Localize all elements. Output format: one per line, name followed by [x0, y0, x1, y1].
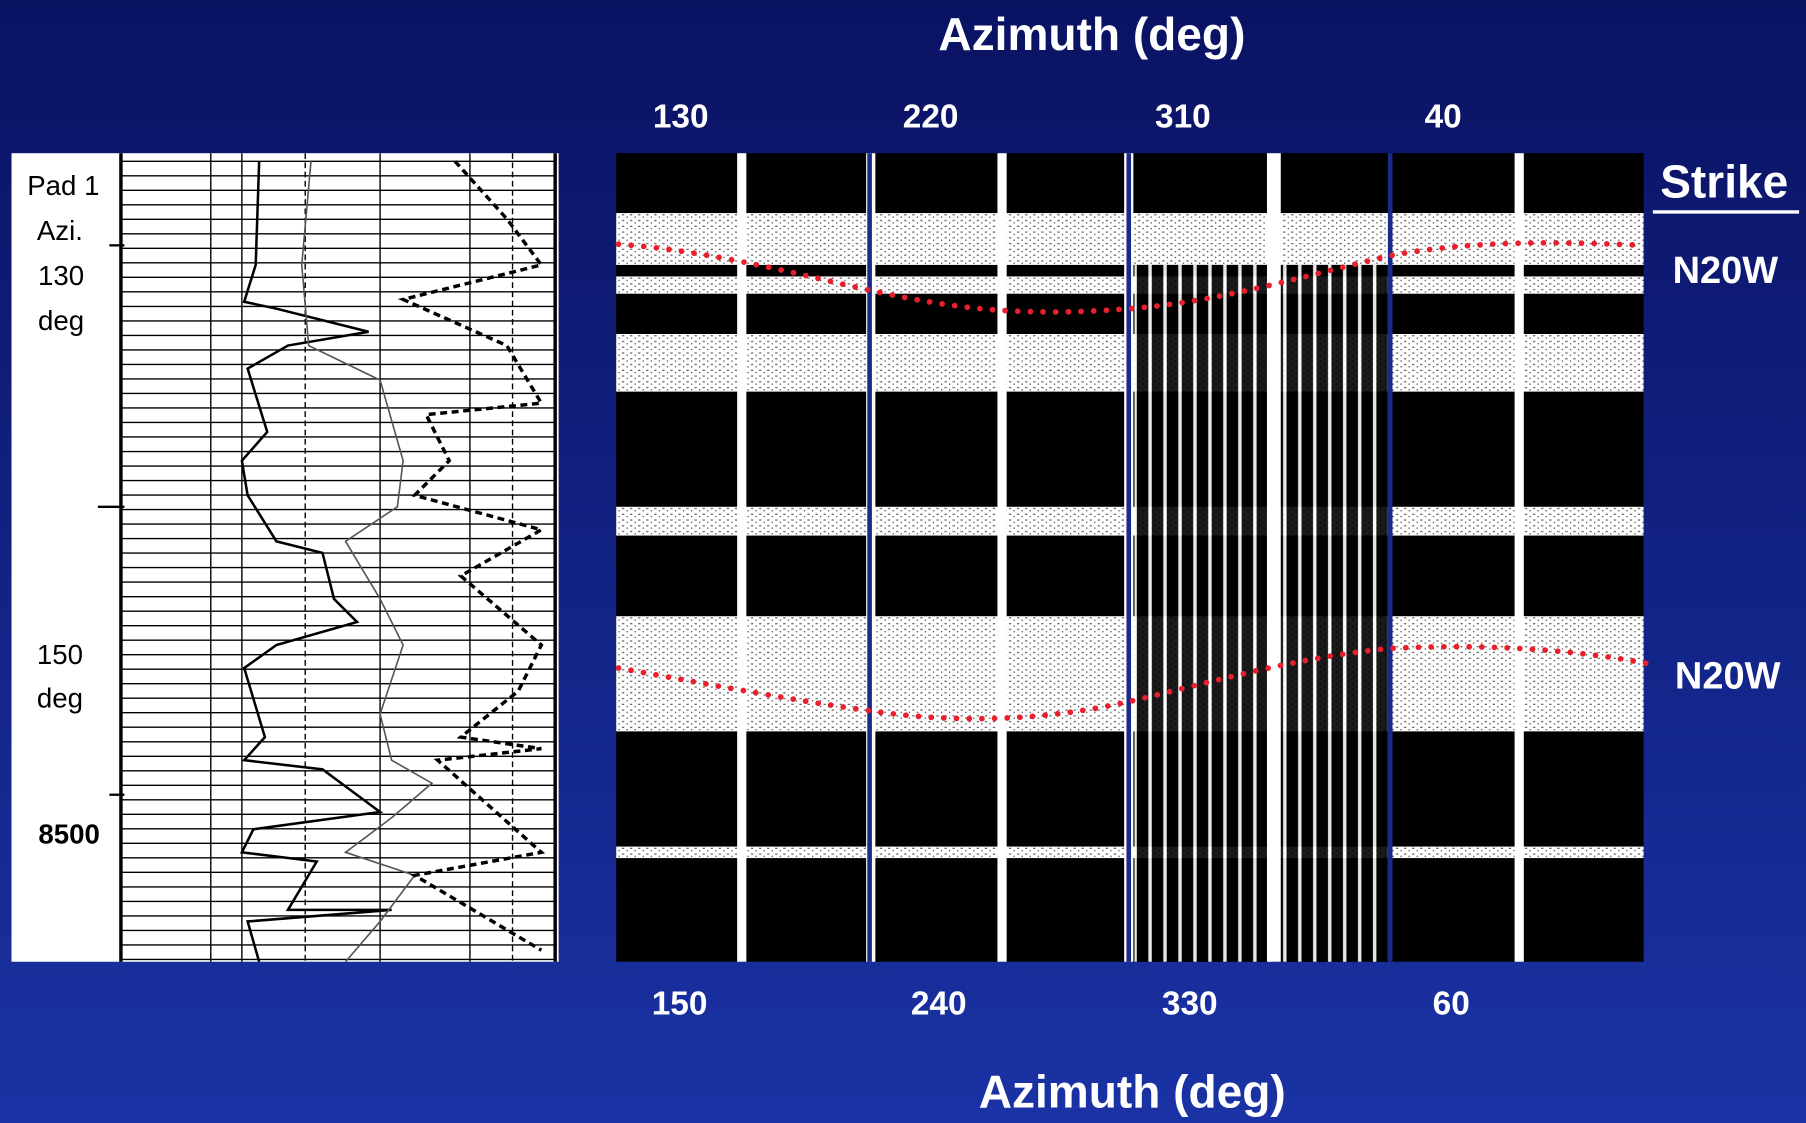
strike-value: N20W: [1675, 655, 1781, 697]
image-gap: [737, 153, 747, 962]
log-curve: [397, 160, 546, 952]
image-gap: [1266, 153, 1281, 962]
top-azimuth: 130: [653, 98, 709, 135]
log-label: deg: [38, 305, 84, 336]
top-azimuth: 310: [1155, 98, 1211, 135]
image-gap: [997, 153, 1007, 962]
log-label: 130: [38, 260, 84, 291]
strike-label: Strike: [1660, 156, 1788, 208]
strike-value: N20W: [1673, 250, 1779, 292]
top-title: Azimuth (deg): [938, 8, 1245, 60]
bottom-azimuth: 60: [1433, 985, 1470, 1022]
top-azimuth: 220: [903, 98, 959, 135]
image-panel: [615, 153, 1656, 962]
log-label: Pad 1: [27, 170, 99, 201]
bottom-azimuth: 330: [1162, 985, 1218, 1022]
log-panel: [11, 153, 559, 963]
bedding-trace: [615, 643, 1656, 722]
bottom-azimuth: 150: [652, 985, 708, 1022]
image-stripes: [1134, 264, 1388, 962]
log-curve: [239, 161, 392, 963]
image-gap: [1514, 153, 1524, 962]
log-background: [11, 153, 559, 962]
bottom-title: Azimuth (deg): [979, 1066, 1286, 1118]
bottom-azimuth: 240: [911, 985, 967, 1022]
top-azimuth: 40: [1425, 98, 1462, 135]
log-label: 150: [37, 639, 83, 670]
log-label: 8500: [38, 818, 99, 849]
log-label: Azi.: [37, 215, 83, 246]
log-label: deg: [37, 683, 83, 714]
log-curve: [300, 161, 434, 963]
